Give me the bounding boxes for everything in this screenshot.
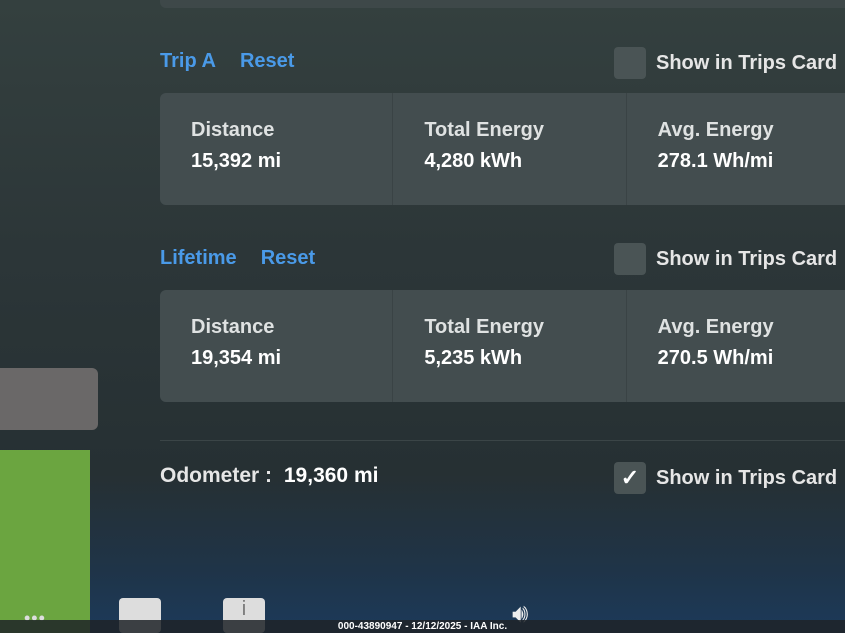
avg-label: Avg. Energy [657, 119, 774, 141]
checkbox-icon [614, 243, 646, 275]
avg-label: Avg. Energy [657, 316, 774, 338]
checkmark-icon: ✓ [614, 462, 646, 494]
reflection-vest [0, 450, 90, 633]
odometer-label: Odometer [160, 464, 260, 487]
odometer-value: 19,360 mi [283, 464, 379, 487]
divider [160, 440, 845, 441]
avg-value: 278.1 Wh/mi [657, 150, 774, 172]
energy-value: 5,235 kWh [424, 347, 523, 369]
reflection-panel [0, 368, 98, 430]
lifetime-show-checkbox[interactable]: Show in Trips Card [614, 243, 845, 275]
top-card [160, 0, 845, 8]
checkbox-label: Show in Trips Card [656, 51, 838, 74]
trip-a-header: Trip A Reset [160, 50, 294, 73]
trip-a-show-checkbox[interactable]: Show in Trips Card [614, 47, 845, 79]
checkbox-label: Show in Trips Card [656, 466, 838, 489]
distance-value: 19,354 mi [191, 347, 282, 369]
odometer: Odometer : 19,360 mi [160, 464, 378, 488]
distance-value: 15,392 mi [191, 150, 282, 172]
energy-value: 4,280 kWh [424, 150, 523, 172]
energy-label: Total Energy [424, 119, 544, 141]
trip-a-card: Distance 15,392 mi Total Energy 4,280 kWh … [160, 93, 845, 205]
lifetime-reset-button[interactable]: Reset [260, 247, 316, 269]
trip-a-reset-button[interactable]: Reset [239, 50, 295, 72]
lifetime-header: Lifetime Reset [160, 247, 315, 270]
watermark: 000-43890947 - 12/12/2025 - IAA Inc. [0, 620, 845, 633]
trip-a-title: Trip A [160, 50, 216, 72]
avg-value: 270.5 Wh/mi [657, 347, 774, 369]
checkbox-label: Show in Trips Card [656, 247, 838, 270]
energy-label: Total Energy [424, 316, 544, 338]
lifetime-title: Lifetime [160, 247, 237, 269]
odometer-separator: : [265, 464, 273, 487]
distance-label: Distance [191, 119, 275, 141]
checkbox-icon [614, 47, 646, 79]
distance-label: Distance [191, 316, 275, 338]
odometer-show-checkbox[interactable]: ✓ Show in Trips Card [614, 462, 845, 494]
lifetime-card: Distance 19,354 mi Total Energy 5,235 kWh … [160, 290, 845, 402]
